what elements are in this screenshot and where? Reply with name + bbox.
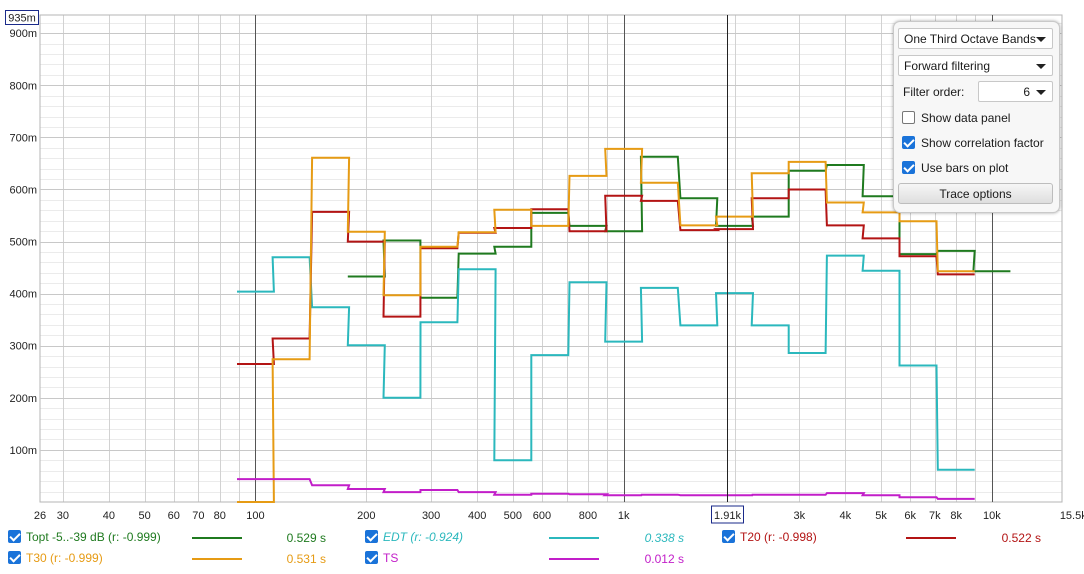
x-tick-label: 200	[357, 510, 375, 522]
x-tick-label: 8k	[950, 510, 962, 522]
legend-value-t30: 0.531 s	[286, 552, 326, 566]
y-tick-label: 700m	[9, 132, 37, 144]
legend-label-ts: TS	[383, 551, 399, 565]
legend-swatch-edt	[549, 537, 599, 539]
chevron-down-icon	[1036, 64, 1046, 69]
legend-value-t20: 0.522 s	[1001, 531, 1041, 545]
frequency-cursor[interactable]: 1.91k	[711, 15, 744, 524]
legend-item-t30[interactable]: T30 (r: -0.999)	[8, 551, 103, 565]
x-tick-label: 100	[246, 510, 264, 522]
chevron-down-icon	[1036, 37, 1046, 42]
cursor-box	[711, 505, 744, 524]
show-data-panel-checkbox[interactable]: Show data panel	[902, 110, 1010, 126]
filter-order-dropdown[interactable]: 6	[978, 81, 1053, 102]
legend-item-topt[interactable]: Topt -5..-39 dB (r: -0.999)	[8, 530, 161, 544]
x-tick-label: 3k	[794, 510, 806, 522]
y-tick-label: 400m	[9, 289, 37, 301]
y-tick-label: 100m	[9, 445, 37, 457]
bands-mode-value: One Third Octave Bands	[904, 32, 1036, 46]
y-tick-label: 900m	[9, 28, 37, 40]
cursor-label: 1.91k	[714, 510, 741, 522]
y-axis-ticks: 900m 800m 700m 600m 500m 400m 300m 200m 100m	[9, 28, 37, 457]
series-line-t20	[237, 188, 975, 365]
legend-item-edt[interactable]: EDT (r: -0.924)	[365, 530, 463, 544]
x-tick-label: 50	[138, 510, 150, 522]
legend-item-t20[interactable]: T20 (r: -0.998)	[722, 530, 817, 544]
x-tick-label: 10k	[983, 510, 1001, 522]
x-tick-label: 6k	[904, 510, 916, 522]
show-data-panel-label: Show data panel	[921, 111, 1011, 125]
use-bars-checkbox[interactable]: Use bars on plot	[902, 160, 1008, 176]
legend-swatch-t20	[906, 537, 956, 539]
chevron-down-icon	[1036, 90, 1046, 95]
checkbox-checked-icon	[902, 161, 915, 174]
legend-value-ts: 0.012 s	[644, 552, 684, 566]
series-line-ts	[237, 478, 975, 500]
show-correlation-label: Show correlation factor	[921, 136, 1044, 150]
checkbox-checked-icon	[365, 530, 378, 543]
legend-label-edt: EDT (r: -0.924)	[383, 530, 464, 544]
x-tick-label: 80	[214, 510, 226, 522]
legend-swatch-topt	[192, 537, 242, 539]
legend-swatch-ts	[549, 558, 599, 560]
x-tick-label: 800	[579, 510, 597, 522]
legend-label-topt: Topt -5..-39 dB (r: -0.999)	[26, 530, 161, 544]
checkbox-checked-icon	[365, 551, 378, 564]
x-tick-label: 7k	[929, 510, 941, 522]
checkbox-checked-icon	[722, 530, 735, 543]
plot-frame	[39, 14, 1063, 503]
y-tick-label: 300m	[9, 341, 37, 353]
bands-mode-dropdown[interactable]: One Third Octave Bands	[898, 28, 1053, 49]
x-tick-label: 300	[422, 510, 440, 522]
y-tick-label: 500m	[9, 237, 37, 249]
legend-item-ts[interactable]: TS	[365, 551, 398, 565]
x-tick-label: 500	[504, 510, 522, 522]
series-line-t30	[237, 147, 975, 503]
x-tick-label: 600	[533, 510, 551, 522]
minor-grid	[40, 15, 1062, 502]
x-tick-label: 400	[468, 510, 486, 522]
x-tick-label: 5k	[875, 510, 887, 522]
x-tick-label: 70	[192, 510, 204, 522]
y-max-label[interactable]: 935m	[5, 10, 39, 25]
legend-label-t20: T20 (r: -0.998)	[740, 530, 817, 544]
legend-label-t30: T30 (r: -0.999)	[26, 551, 103, 565]
filter-order-value: 6	[1023, 85, 1030, 99]
x-axis-ticks: 263040506070801002003004005006008001k2k3…	[34, 510, 1084, 522]
y-tick-label: 800m	[9, 80, 37, 92]
filter-order-label: Filter order:	[903, 85, 965, 99]
x-tick-label: 60	[168, 510, 180, 522]
x-tick-label: 1k	[618, 510, 630, 522]
legend-value-edt: 0.338 s	[644, 531, 684, 545]
x-tick-label: 40	[103, 510, 115, 522]
checkbox-checked-icon	[8, 530, 21, 543]
filtering-value: Forward filtering	[904, 59, 991, 73]
filtering-dropdown[interactable]: Forward filtering	[898, 55, 1053, 76]
x-tick-label: 26	[34, 510, 46, 522]
y-tick-label: 600m	[9, 184, 37, 196]
x-tick-label: 15.5kHz	[1060, 510, 1084, 522]
checkbox-checked-icon	[902, 136, 915, 149]
series-line-edt	[237, 254, 975, 471]
legend-swatch-t30	[192, 558, 242, 560]
y-max-text: 935m	[8, 13, 36, 25]
y-tick-label: 200m	[9, 393, 37, 405]
x-tick-label: 4k	[840, 510, 852, 522]
settings-panel: One Third Octave Bands Forward filtering…	[893, 21, 1060, 213]
legend-value-topt: 0.529 s	[286, 531, 326, 545]
x-tick-label: 30	[57, 510, 69, 522]
checkbox-unchecked-icon	[902, 111, 915, 124]
show-correlation-checkbox[interactable]: Show correlation factor	[902, 135, 1044, 151]
checkbox-checked-icon	[8, 551, 21, 564]
y-max-box	[5, 10, 39, 25]
use-bars-label: Use bars on plot	[921, 161, 1009, 175]
trace-options-button[interactable]: Trace options	[898, 183, 1053, 204]
